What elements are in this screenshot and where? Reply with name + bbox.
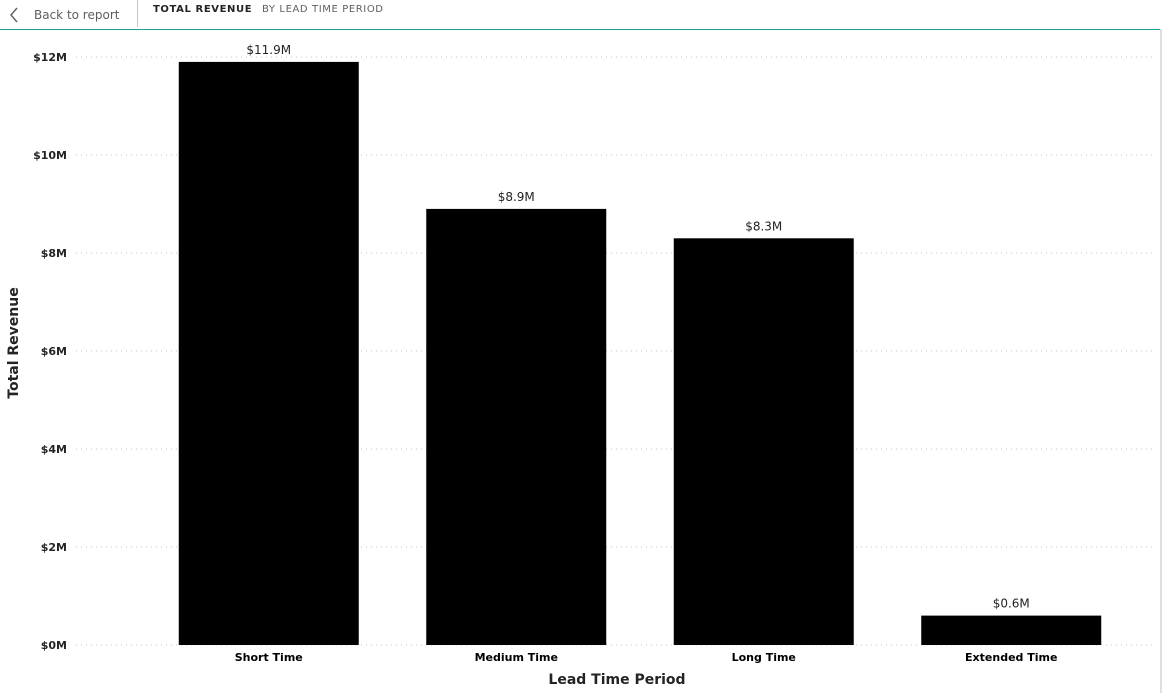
visual-title: TOTAL REVENUE: [153, 4, 253, 15]
revenue-bar-chart: $0M $2M $4M $6M $8M $10M $12M $11.9M $8.9M $8.3M…: [6, 43, 1155, 688]
bar-extended-time[interactable]: [921, 615, 1102, 645]
x-tick-label: Extended Time: [965, 651, 1057, 664]
data-label: $11.9M: [246, 43, 291, 57]
data-label: $8.3M: [745, 219, 782, 233]
visual-subtitle: BY LEAD TIME PERIOD: [262, 4, 384, 15]
bar-long-time[interactable]: [673, 238, 854, 646]
data-label: $8.9M: [498, 190, 535, 204]
bar-short-time[interactable]: [178, 61, 359, 645]
y-tick-label: $6M: [41, 345, 67, 358]
right-edge: [1160, 29, 1162, 693]
x-tick-label: Long Time: [732, 651, 796, 664]
y-axis-ticks: $0M $2M $4M $6M $8M $10M $12M: [33, 51, 67, 652]
back-to-report-button[interactable]: Back to report: [6, 0, 119, 29]
header-bar: Back to report TOTAL REVENUE BY LEAD TIM…: [0, 0, 1160, 30]
y-tick-label: $0M: [41, 639, 67, 652]
bar-medium-time[interactable]: [426, 208, 607, 645]
x-axis-title: Lead Time Period: [548, 672, 685, 688]
bars: [178, 61, 1102, 646]
y-tick-label: $12M: [33, 51, 67, 64]
x-axis-categories: Short Time Medium Time Long Time Extended T…: [235, 651, 1058, 664]
y-tick-label: $4M: [41, 443, 67, 456]
chevron-left-icon: [10, 7, 18, 22]
x-tick-label: Short Time: [235, 651, 303, 664]
x-tick-label: Medium Time: [475, 651, 558, 664]
y-tick-label: $2M: [41, 541, 67, 554]
y-tick-label: $10M: [33, 149, 67, 162]
data-labels: $11.9M $8.9M $8.3M $0.6M: [246, 43, 1029, 611]
data-label: $0.6M: [993, 597, 1030, 611]
header-divider: [137, 0, 138, 27]
y-axis-title: Total Revenue: [6, 287, 22, 398]
y-tick-label: $8M: [41, 247, 67, 260]
back-to-report-label: Back to report: [34, 7, 120, 22]
